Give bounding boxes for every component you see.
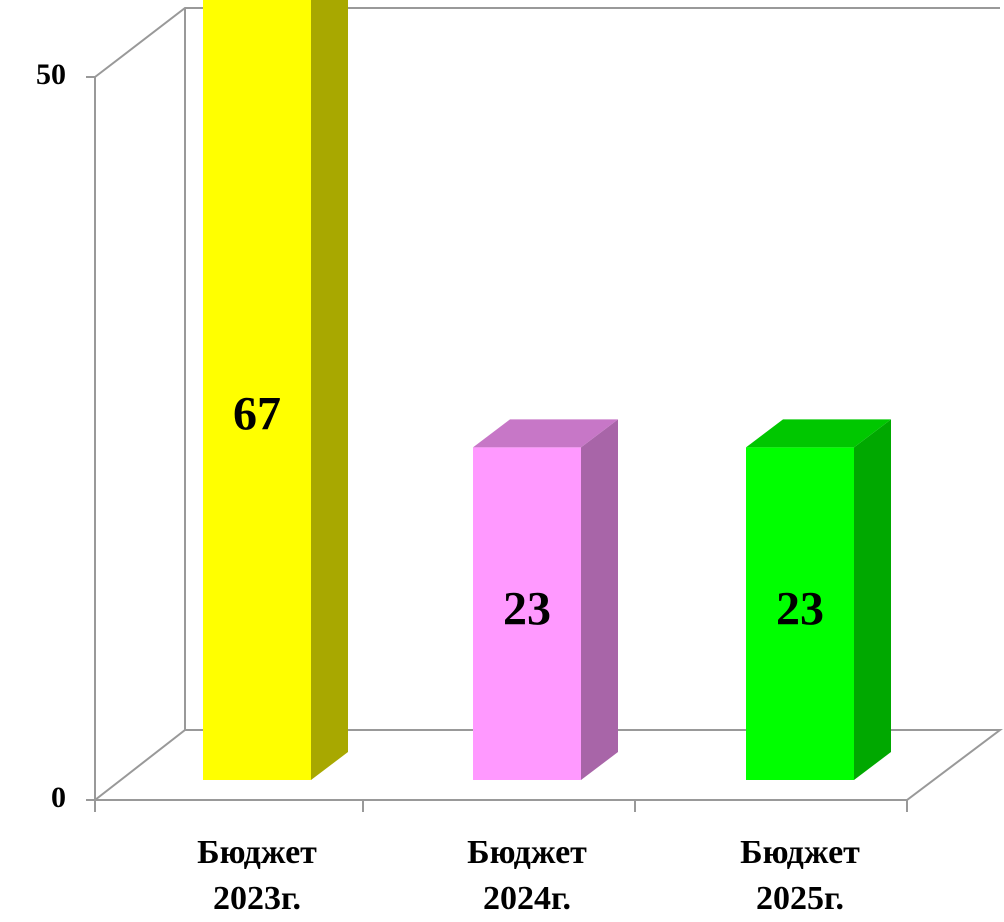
- bar: [203, 0, 348, 780]
- bar-side: [854, 419, 891, 780]
- bar-top: [473, 419, 618, 448]
- data-label: 23: [776, 583, 824, 636]
- data-label: 23: [503, 583, 551, 636]
- bar-front: [203, 0, 311, 780]
- data-label: 67: [233, 388, 281, 441]
- x-tick-label: Бюджет 2025г.: [740, 834, 860, 917]
- bars: [203, 0, 891, 780]
- bar-front: [746, 447, 854, 780]
- x-tick-label: Бюджет 2023г.: [197, 834, 317, 917]
- floor: [92, 729, 1003, 801]
- bar: [746, 419, 891, 780]
- bar-top: [746, 419, 891, 448]
- bar-front: [473, 447, 581, 780]
- y-tick-label: 0: [51, 781, 66, 814]
- y-tick-label: 50: [36, 58, 66, 91]
- x-tick-label: Бюджет 2024г.: [467, 834, 587, 917]
- bar-side: [581, 419, 618, 780]
- bar-side: [311, 0, 348, 780]
- bar: [473, 419, 618, 780]
- axes-frame: [86, 7, 1003, 812]
